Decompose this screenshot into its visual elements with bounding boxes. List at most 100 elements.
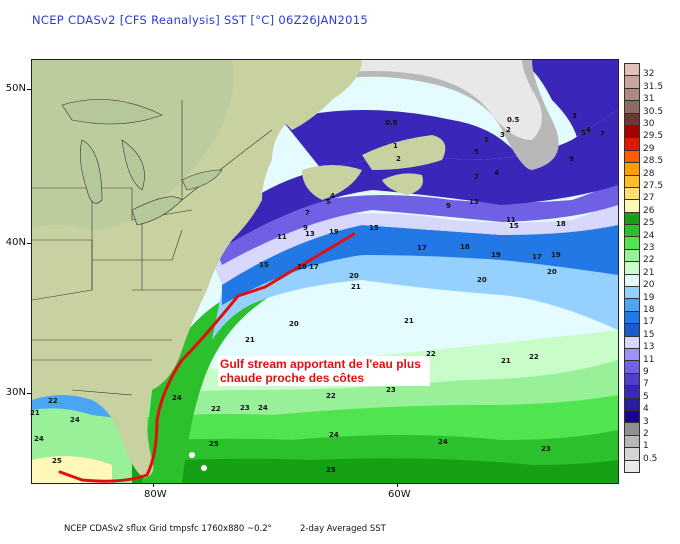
colorbar-swatch <box>624 150 640 164</box>
lat-label-30n: 30N <box>5 387 26 398</box>
contour-label: 17 <box>309 263 319 271</box>
contour-label: 18 <box>297 263 307 271</box>
contour-label: 2 <box>396 155 401 163</box>
contour-label: 19 <box>329 228 339 236</box>
colorbar-swatch <box>624 324 640 337</box>
colorbar-swatch <box>624 423 640 436</box>
colorbar-swatch <box>624 274 640 288</box>
colorbar-swatch <box>624 373 640 387</box>
colorbar-label: 18 <box>643 305 655 315</box>
contour-label: 5 <box>581 129 586 137</box>
colorbar-swatch <box>624 249 640 263</box>
contour-label: 22 <box>48 397 58 405</box>
contour-label: 20 <box>477 276 487 284</box>
colorbar-label: 29 <box>643 143 655 154</box>
colorbar-label: 11 <box>643 354 655 365</box>
colorbar-label: 27.5 <box>643 181 664 191</box>
contour-label: 9 <box>446 202 451 210</box>
lat-tick-30n <box>27 393 31 394</box>
contour-label: 24 <box>70 416 80 424</box>
colorbar-swatch <box>624 88 640 102</box>
contour-label: 9 <box>569 155 574 163</box>
colorbar-label: 25 <box>643 218 655 229</box>
colorbar-label: 24 <box>643 230 655 241</box>
colorbar-label: 27 <box>643 193 655 204</box>
contour-label: 0.5 <box>385 119 398 127</box>
colorbar-swatch <box>624 63 640 77</box>
colorbar-label: 31 <box>643 94 655 105</box>
lon-label-80w: 80W <box>144 489 167 500</box>
contour-label: 13 <box>305 230 315 238</box>
contour-label: 5 <box>474 148 479 156</box>
contour-label: 19 <box>551 251 561 259</box>
contour-label: 15 <box>509 222 519 230</box>
colorbar-swatch <box>624 398 640 411</box>
colorbar-swatch <box>624 460 640 473</box>
colorbar-label: 1 <box>643 441 649 452</box>
colorbar-swatch <box>624 101 640 114</box>
contour-label: 2 <box>506 126 511 134</box>
colorbar-swatch <box>624 435 640 449</box>
contour-label: 25 <box>326 466 336 474</box>
colorbar-swatch <box>624 448 640 461</box>
contour-label: 23 <box>541 445 551 453</box>
contour-label: 24 <box>438 438 448 446</box>
colorbar-swatch <box>624 299 640 312</box>
colorbar-label: 30 <box>643 119 655 129</box>
contour-label: 3 <box>500 131 505 139</box>
colorbar-label: 32 <box>643 69 655 80</box>
contour-label: 23 <box>240 404 250 412</box>
colorbar-swatch <box>624 163 640 176</box>
contour-label: 22 <box>529 353 539 361</box>
colorbar-swatch <box>624 225 640 238</box>
colorbar-swatch <box>624 361 640 374</box>
gulf-stream-annotation: Gulf stream apportant de l'eau plus chau… <box>218 356 430 386</box>
colorbar-swatch <box>624 262 640 275</box>
sst-map <box>31 59 619 484</box>
sst-field <box>32 60 618 483</box>
colorbar-swatch <box>624 336 640 349</box>
colorbar-label: 28.5 <box>643 156 664 167</box>
colorbar-swatch <box>624 410 640 424</box>
colorbar-label: 30.5 <box>643 106 664 117</box>
colorbar-swatch <box>624 113 640 126</box>
footer-right: 2-day Averaged SST <box>300 524 386 534</box>
colorbar-swatch <box>624 187 640 201</box>
lon-tick-80w <box>153 483 154 487</box>
contour-label: 0.5 <box>507 116 520 124</box>
contour-label: 17 <box>417 244 427 252</box>
contour-label: 24 <box>172 394 182 402</box>
colorbar-swatch <box>624 200 640 213</box>
colorbar-swatch <box>624 348 640 362</box>
chart-title: NCEP CDASv2 [CFS Reanalysis] SST [°C] 06… <box>32 13 369 27</box>
colorbar-swatch <box>624 125 640 139</box>
colorbar-label: 15 <box>643 329 655 340</box>
colorbar-label: 31.5 <box>643 81 664 92</box>
colorbar-label: 26 <box>643 205 655 216</box>
footer-left: NCEP CDASv2 sflux Grid tmpsfc 1760x880 ~… <box>64 524 272 534</box>
contour-label: 21 <box>245 336 255 344</box>
colorbar-swatch <box>624 386 640 399</box>
contour-label: 7 <box>305 209 310 217</box>
contour-label: 18 <box>460 243 470 251</box>
contour-label: 1 <box>484 136 489 144</box>
colorbar <box>624 63 640 473</box>
contour-label: 22 <box>326 392 336 400</box>
colorbar-label: 5 <box>643 391 649 402</box>
lat-tick-50n <box>27 89 31 90</box>
lat-label-50n: 50N <box>5 83 26 94</box>
colorbar-label: 28 <box>643 168 655 179</box>
contour-label: 19 <box>491 251 501 259</box>
lon-label-60w: 60W <box>388 489 411 500</box>
contour-label: 21 <box>404 317 414 325</box>
contour-label: 7 <box>474 173 479 181</box>
colorbar-label: 20 <box>643 280 655 291</box>
contour-label: 15 <box>259 261 269 269</box>
colorbar-label: 19 <box>643 292 655 303</box>
colorbar-label: 21 <box>643 267 655 278</box>
contour-label: 20 <box>289 320 299 328</box>
gulf-stream-line <box>58 232 356 483</box>
contour-label: 4 <box>494 169 499 177</box>
contour-label: 24 <box>329 431 339 439</box>
contour-label: 22 <box>211 405 221 413</box>
